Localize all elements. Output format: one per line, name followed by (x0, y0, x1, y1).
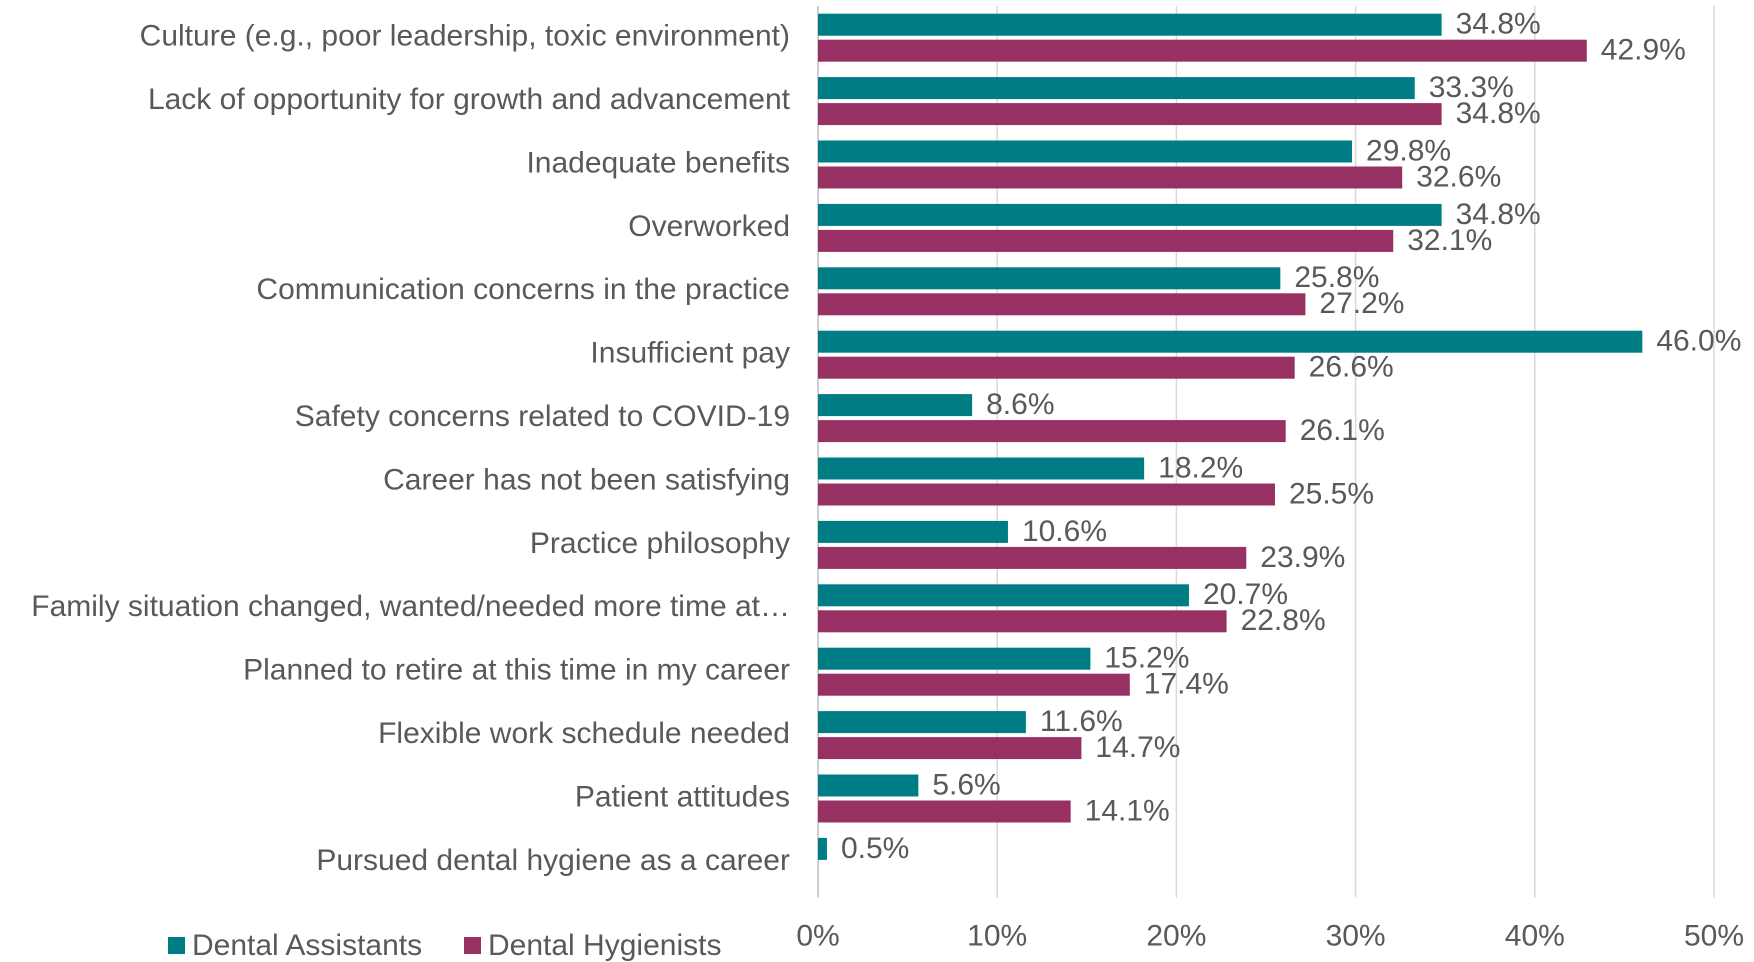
x-tick-label: 40% (1505, 920, 1565, 953)
legend-label: Dental Hygienists (488, 929, 721, 962)
bar (818, 229, 1394, 252)
value-label: 14.7% (1095, 731, 1180, 764)
bar (818, 610, 1227, 633)
category-label: Overworked (628, 210, 790, 243)
value-label: 34.8% (1456, 8, 1541, 41)
value-label: 20.7% (1203, 578, 1288, 611)
bar (818, 140, 1353, 163)
bar (818, 483, 1275, 506)
value-label: 34.8% (1456, 198, 1541, 231)
category-label: Career has not been satisfying (383, 463, 790, 496)
x-tick-label: 50% (1684, 920, 1744, 953)
bar (818, 673, 1130, 696)
category-label: Insufficient pay (590, 337, 790, 370)
bar (818, 39, 1587, 62)
value-label: 32.1% (1407, 224, 1492, 257)
value-label: 14.1% (1085, 794, 1170, 827)
bar (818, 394, 973, 417)
bar (818, 711, 1026, 734)
x-tick-label: 0% (796, 920, 839, 953)
value-label: 5.6% (932, 768, 1000, 801)
value-label: 29.8% (1366, 134, 1451, 167)
bar (818, 13, 1442, 36)
value-label: 42.9% (1601, 34, 1686, 67)
bar (818, 520, 1008, 543)
bar (818, 837, 827, 860)
bar (818, 77, 1415, 100)
bar (818, 293, 1306, 316)
category-label: Lack of opportunity for growth and advan… (148, 83, 791, 116)
legend-swatch (168, 937, 185, 954)
category-label: Culture (e.g., poor leadership, toxic en… (140, 20, 790, 53)
x-tick-label: 10% (967, 920, 1027, 953)
bar (818, 103, 1442, 126)
value-label: 11.6% (1040, 705, 1123, 738)
value-label: 22.8% (1241, 604, 1326, 637)
bar (818, 647, 1091, 670)
value-label: 32.6% (1416, 160, 1501, 193)
value-label: 25.5% (1289, 477, 1374, 510)
bar (818, 356, 1295, 379)
category-label: Safety concerns related to COVID-19 (295, 400, 790, 433)
bar (818, 737, 1082, 760)
category-label: Flexible work schedule needed (378, 717, 790, 750)
bar (818, 267, 1281, 290)
category-label: Pursued dental hygiene as a career (316, 844, 790, 877)
category-label: Patient attitudes (575, 780, 790, 813)
bar (818, 800, 1071, 823)
value-label: 27.2% (1319, 287, 1404, 320)
value-label: 23.9% (1260, 541, 1345, 574)
bar (818, 420, 1286, 443)
bar (818, 584, 1189, 607)
bar (818, 457, 1145, 480)
legend-swatch (464, 937, 481, 954)
value-label: 0.5% (841, 832, 909, 865)
value-label: 15.2% (1104, 642, 1189, 675)
value-label: 46.0% (1656, 325, 1741, 358)
x-tick-label: 20% (1146, 920, 1206, 953)
category-label: Planned to retire at this time in my car… (243, 654, 790, 687)
value-label: 10.6% (1022, 515, 1107, 548)
bar (818, 203, 1442, 226)
category-label: Inadequate benefits (526, 146, 790, 179)
bar (818, 330, 1643, 353)
legend-label: Dental Assistants (192, 929, 422, 962)
value-label: 17.4% (1144, 668, 1229, 701)
value-label: 34.8% (1456, 97, 1541, 130)
x-tick-label: 30% (1326, 920, 1386, 953)
value-label: 18.2% (1158, 451, 1243, 484)
category-label: Practice philosophy (530, 527, 790, 560)
category-label: Communication concerns in the practice (256, 273, 790, 306)
value-label: 26.6% (1309, 351, 1394, 384)
bar (818, 774, 919, 797)
bar (818, 546, 1247, 569)
bar (818, 166, 1403, 189)
value-label: 26.1% (1300, 414, 1385, 447)
value-label: 8.6% (986, 388, 1054, 421)
category-label: Family situation changed, wanted/needed … (31, 590, 790, 623)
value-label: 25.8% (1294, 261, 1379, 294)
value-label: 33.3% (1429, 71, 1514, 104)
